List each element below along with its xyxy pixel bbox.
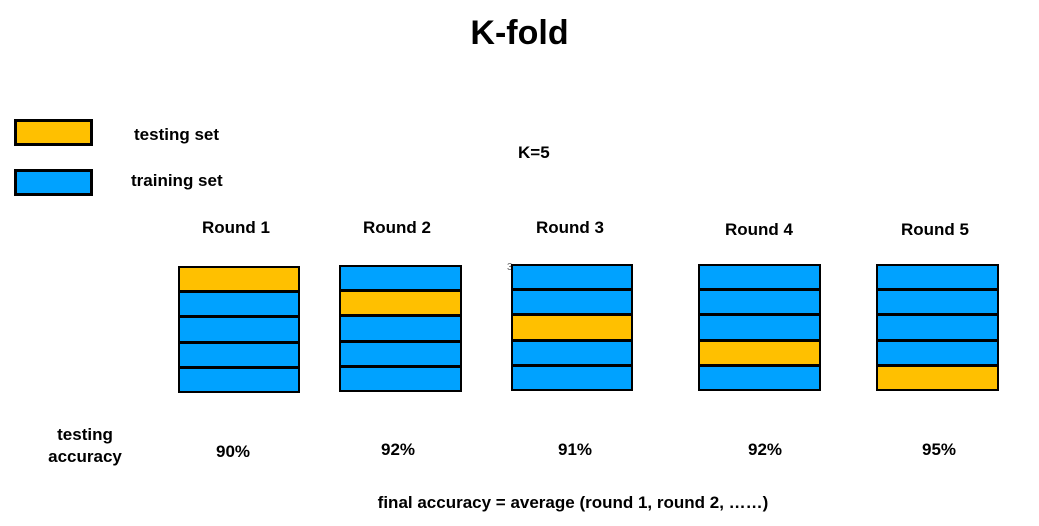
fold-box-round-1 xyxy=(178,266,300,393)
training-fold-5 xyxy=(180,368,298,392)
round-label-1: Round 1 xyxy=(202,218,270,237)
accuracy-round-2: 92% xyxy=(380,440,416,459)
training-fold-3 xyxy=(180,318,298,341)
legend-training-swatch xyxy=(14,169,93,196)
training-fold-1 xyxy=(513,266,631,289)
k-value-label: K=5 xyxy=(518,143,550,162)
accuracy-round-1: 90% xyxy=(215,442,251,461)
testing-fold-4 xyxy=(700,341,819,364)
training-fold-2 xyxy=(700,291,819,314)
training-fold-1 xyxy=(878,266,997,289)
testing-accuracy-label: testing accuracy xyxy=(30,424,140,468)
accuracy-round-4: 92% xyxy=(747,440,783,459)
round-label-2: Round 2 xyxy=(363,218,431,237)
testing-fold-2 xyxy=(341,292,460,315)
training-fold-4 xyxy=(341,342,460,365)
diagram-title: K-fold xyxy=(470,14,569,52)
testing-fold-3 xyxy=(513,316,631,339)
legend-training-label: training set xyxy=(131,171,223,190)
training-fold-2 xyxy=(878,291,997,314)
stray-mark: 3 xyxy=(507,262,513,273)
accuracy-round-5: 95% xyxy=(921,440,957,459)
training-fold-4 xyxy=(878,341,997,364)
testing-fold-5 xyxy=(878,366,997,390)
accuracy-round-3: 91% xyxy=(557,440,593,459)
testing-fold-1 xyxy=(180,268,298,291)
legend-testing-swatch xyxy=(14,119,93,146)
training-fold-5 xyxy=(513,366,631,390)
training-fold-1 xyxy=(341,267,460,290)
training-fold-5 xyxy=(341,367,460,391)
training-fold-2 xyxy=(180,293,298,316)
fold-box-round-5 xyxy=(876,264,999,391)
testing-accuracy-label-line2: accuracy xyxy=(48,447,122,466)
fold-box-round-3 xyxy=(511,264,633,391)
training-fold-3 xyxy=(878,316,997,339)
training-fold-1 xyxy=(700,266,819,289)
fold-box-round-4 xyxy=(698,264,821,391)
training-fold-4 xyxy=(180,343,298,366)
testing-accuracy-label-line1: testing xyxy=(57,425,113,444)
final-accuracy-formula: final accuracy = average (round 1, round… xyxy=(377,493,769,512)
training-fold-5 xyxy=(700,366,819,390)
training-fold-4 xyxy=(513,341,631,364)
training-fold-2 xyxy=(513,291,631,314)
training-fold-3 xyxy=(341,317,460,340)
fold-box-round-2 xyxy=(339,265,462,392)
training-fold-3 xyxy=(700,316,819,339)
round-label-3: Round 3 xyxy=(536,218,604,237)
round-label-5: Round 5 xyxy=(901,220,969,239)
legend-testing-label: testing set xyxy=(134,125,220,144)
round-label-4: Round 4 xyxy=(725,220,793,239)
